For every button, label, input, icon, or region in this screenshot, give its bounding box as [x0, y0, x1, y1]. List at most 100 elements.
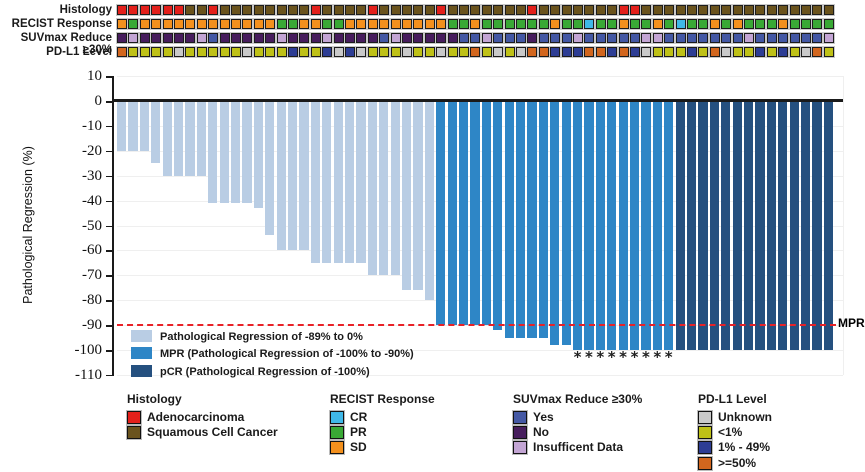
track-cell — [789, 47, 800, 57]
waterfall-bar — [732, 101, 742, 350]
track-cell — [823, 33, 834, 43]
track-cell — [447, 47, 458, 57]
y-tick-label: -70 — [82, 267, 102, 284]
track-cell — [162, 47, 173, 57]
track-cell — [390, 47, 401, 57]
gridline — [117, 225, 843, 227]
y-tick-label: -110 — [75, 366, 102, 383]
track-cell — [698, 33, 709, 43]
track-cell — [436, 33, 447, 43]
waterfall-bar — [516, 101, 526, 338]
track-cell — [459, 5, 469, 15]
track-cell — [823, 19, 834, 29]
y-axis-tick — [106, 225, 112, 227]
waterfall-bar — [345, 101, 355, 263]
track-cell — [162, 5, 173, 15]
track-cell — [139, 33, 150, 43]
track-cell — [402, 5, 412, 15]
track-cell — [265, 33, 276, 43]
track-cell — [424, 33, 435, 43]
y-tick-label: -10 — [82, 117, 102, 134]
track-label: SUVmax Reduce ≥30% — [20, 32, 112, 56]
legend-swatch — [330, 426, 344, 440]
waterfall-bar — [755, 101, 765, 350]
track-cell — [527, 33, 538, 43]
track-label: Histology — [59, 4, 112, 16]
track-cell — [664, 47, 675, 57]
gridline — [117, 150, 843, 152]
track-cell — [117, 19, 127, 29]
track-cell — [367, 5, 378, 15]
y-axis-tick — [106, 200, 112, 203]
waterfall-bar — [561, 101, 571, 346]
track-cell — [356, 33, 367, 43]
waterfall-bar — [812, 101, 822, 350]
track-cell — [687, 33, 697, 43]
track-cell — [744, 47, 754, 57]
waterfall-bar — [459, 101, 469, 326]
track-cell — [766, 33, 777, 43]
track-cell — [584, 19, 595, 29]
asterisk: * — [573, 348, 582, 366]
legend-swatch — [698, 456, 712, 470]
track-cell — [219, 5, 230, 15]
track-cell — [744, 5, 754, 15]
waterfall-bar — [402, 101, 412, 291]
plot-right-border — [843, 76, 844, 375]
track-cell — [436, 47, 447, 57]
waterfall-bar — [823, 101, 834, 350]
gridline — [117, 175, 843, 177]
track-cell — [242, 5, 253, 15]
track-cell — [185, 33, 196, 43]
track-cell — [573, 5, 583, 15]
gridline — [117, 76, 843, 78]
waterfall-bar — [265, 101, 275, 236]
track-cell — [208, 19, 219, 29]
waterfall-bar — [778, 101, 788, 350]
asterisk: * — [641, 348, 650, 366]
waterfall-bar — [538, 101, 549, 338]
track-cell — [470, 47, 481, 57]
track-cell — [778, 47, 789, 57]
track-cell — [196, 5, 207, 15]
track-cell — [595, 33, 606, 43]
track-cell — [288, 19, 298, 29]
waterfall-bar — [664, 101, 674, 350]
track-cell — [755, 5, 766, 15]
track-cell — [698, 5, 709, 15]
track-cell — [652, 33, 663, 43]
track-cell — [516, 47, 526, 57]
track-cell — [618, 19, 629, 29]
track-cell — [139, 5, 150, 15]
track-cell — [812, 47, 823, 57]
track-cell — [242, 47, 253, 57]
track-cell — [755, 19, 766, 29]
track-cell — [823, 47, 834, 57]
gridline — [117, 250, 843, 252]
track-cell — [322, 33, 333, 43]
y-axis-line — [112, 76, 114, 376]
track-cell — [755, 33, 766, 43]
waterfall-bar — [413, 101, 423, 291]
track-cell — [219, 47, 230, 57]
track-cell — [630, 5, 640, 15]
track-cell — [265, 47, 276, 57]
track-cell — [322, 47, 333, 57]
track-cell — [550, 33, 561, 43]
legend-swatch — [127, 411, 141, 424]
track-cell — [595, 5, 606, 15]
waterfall-bar — [299, 101, 309, 251]
track-cell — [584, 47, 595, 57]
track-cell — [424, 19, 435, 29]
track-cell — [561, 5, 572, 15]
mpr-line-label: MPR — [838, 315, 865, 330]
track-cell — [151, 47, 162, 57]
track-cell — [766, 47, 777, 57]
track-cell — [573, 19, 583, 29]
asterisk: * — [607, 348, 616, 366]
y-tick-label: -60 — [82, 242, 102, 259]
legend-label: PR — [350, 425, 367, 440]
track-cell — [607, 33, 618, 43]
track-cell — [516, 19, 526, 29]
y-tick-label: -80 — [82, 292, 102, 309]
